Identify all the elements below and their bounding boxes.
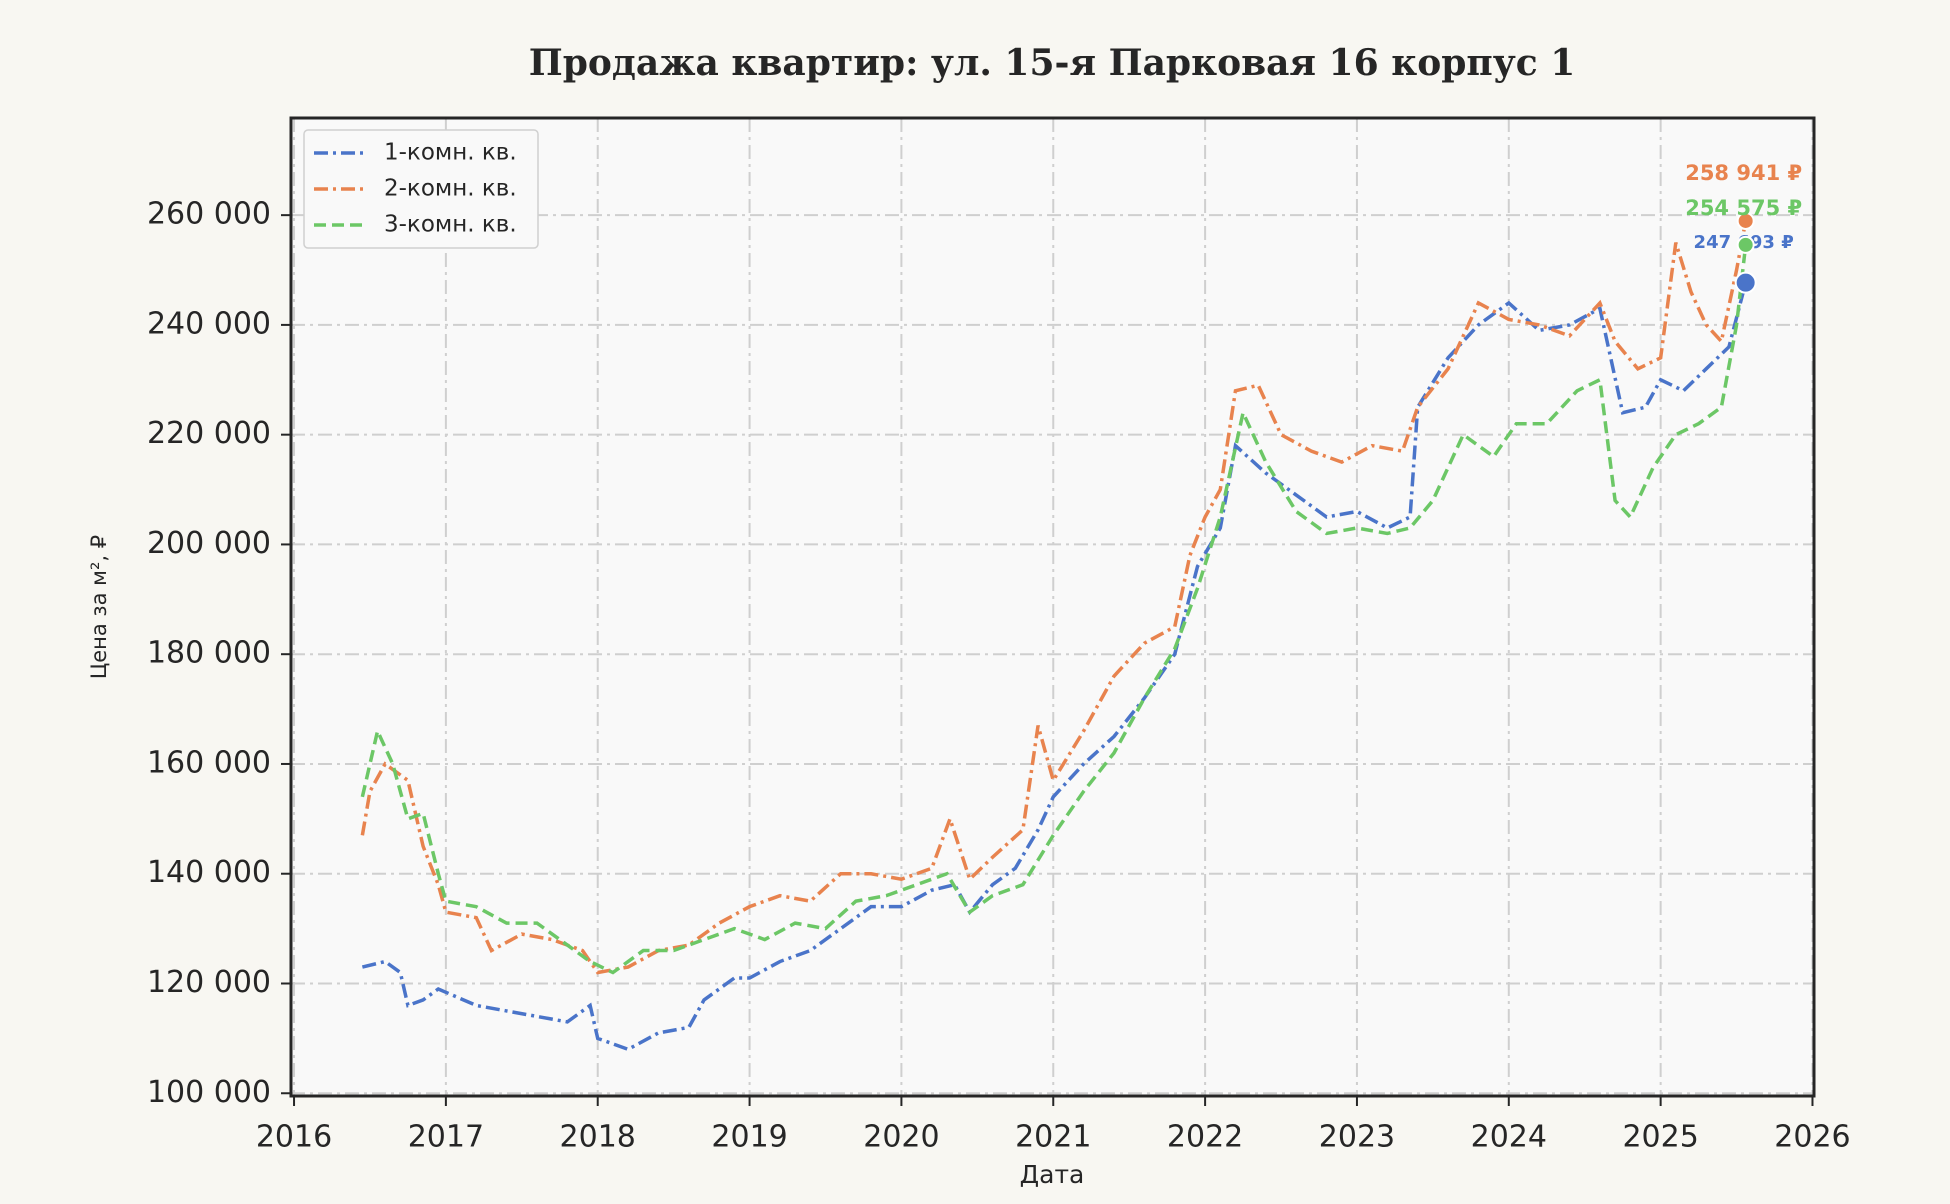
legend-label: 2-комн. кв.: [384, 176, 517, 202]
x-tick-label: 2020: [863, 1120, 939, 1155]
y-tick-label: 160 000: [147, 745, 271, 780]
x-axis-label: Дата: [1020, 1160, 1085, 1189]
y-axis-label: Цена за м², ₽: [87, 535, 111, 679]
legend: 1-комн. кв. 2-комн. кв. 3-комн. кв.: [303, 129, 539, 249]
legend-label: 3-комн. кв.: [384, 212, 517, 238]
x-tick-label: 2024: [1471, 1120, 1547, 1155]
legend-box: [303, 129, 539, 249]
x-tick-label: 2018: [560, 1120, 636, 1155]
x-tick-label: 2016: [256, 1120, 332, 1155]
x-tick-label: 2026: [1774, 1120, 1850, 1155]
y-tick-label: 240 000: [147, 306, 271, 341]
y-tick-label: 260 000: [147, 197, 271, 232]
y-tick-label: 200 000: [147, 526, 271, 561]
chart-title: Продажа квартир: ул. 15-я Парковая 16 ко…: [529, 42, 1576, 84]
x-tick-label: 2017: [408, 1120, 484, 1155]
y-tick-label: 140 000: [147, 855, 271, 890]
x-tick-label: 2021: [1015, 1120, 1091, 1155]
y-tick-label: 180 000: [147, 636, 271, 671]
end-marker: [1736, 211, 1755, 230]
end-marker: [1736, 235, 1755, 254]
y-tick-label: 220 000: [147, 416, 271, 451]
end-label: 258 941 ₽: [1685, 161, 1802, 185]
series-line: [361, 282, 1748, 1052]
end-label: 254 575 ₽: [1685, 196, 1802, 220]
series-line: [360, 244, 1748, 975]
plot-frame: [289, 116, 1816, 1098]
x-tick-label: 2019: [711, 1120, 787, 1155]
y-tick-label: 120 000: [147, 965, 271, 1000]
legend-label: 1-комн. кв.: [384, 140, 517, 166]
y-tick-label: 100 000: [147, 1075, 271, 1110]
x-tick-label: 2025: [1622, 1120, 1698, 1155]
end-marker: [1734, 271, 1757, 294]
x-tick-label: 2022: [1167, 1120, 1243, 1155]
x-tick-label: 2023: [1319, 1120, 1395, 1155]
